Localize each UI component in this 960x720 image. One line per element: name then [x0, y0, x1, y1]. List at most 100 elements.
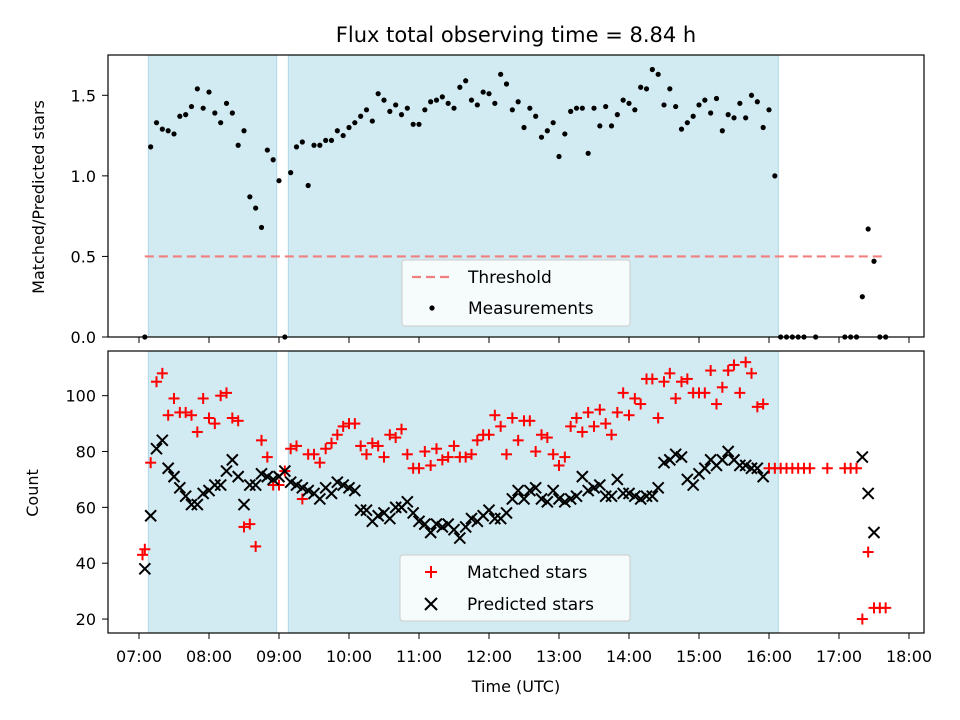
matched-star-point	[547, 448, 559, 460]
matched-star-point	[617, 387, 629, 399]
matched-star-point	[582, 406, 594, 418]
matched-star-point	[705, 365, 717, 377]
matched-star-point	[221, 387, 232, 399]
predicted-star-point	[354, 503, 367, 517]
measurement-point	[393, 102, 399, 108]
predicted-star-point	[313, 492, 327, 506]
measurement-point	[865, 226, 871, 232]
predicted-star-point	[138, 562, 152, 575]
predicted-star-point	[500, 506, 513, 520]
predicted-star-point	[756, 470, 770, 483]
matched-star-point	[652, 412, 664, 424]
measurement-point	[410, 121, 416, 127]
predicted-star-point	[570, 489, 583, 503]
x-tick-label: 07:00	[116, 647, 162, 666]
matched-star-point	[576, 426, 588, 438]
matched-star-point	[162, 409, 174, 421]
matched-star-point	[489, 409, 501, 421]
predicted-star-point	[144, 509, 157, 522]
measurement-point	[533, 113, 539, 119]
measurement-point	[241, 128, 247, 134]
measurement-point	[445, 100, 451, 106]
measurement-point	[678, 126, 685, 132]
predicted-star-point	[733, 459, 747, 472]
matched-star-point	[676, 376, 687, 388]
matched-star-point	[372, 440, 384, 452]
measurement-point	[871, 258, 877, 264]
matched-star-point	[681, 373, 693, 385]
matched-legend-label: Matched stars	[467, 563, 587, 583]
matched-star-point	[757, 398, 769, 410]
matched-star-point	[390, 432, 402, 444]
matched-star-point	[506, 412, 518, 424]
measurement-point	[538, 134, 545, 140]
measurement-point	[363, 107, 370, 113]
predicted-star-point	[511, 484, 525, 497]
measurement-point	[643, 86, 650, 92]
count-grid-ticks: 20 40 60 80 100	[65, 387, 910, 639]
measurement-point	[608, 123, 615, 129]
measurement-point	[352, 120, 358, 126]
measurement-point	[358, 113, 364, 119]
measurement-point	[223, 100, 230, 106]
matched-star-point	[384, 429, 396, 441]
predicted-star-point	[576, 470, 589, 483]
matched-star-point	[740, 356, 752, 368]
matched-star-point	[250, 540, 262, 552]
measurement-point	[503, 81, 510, 87]
predicted-star-point	[488, 512, 502, 525]
measurement-point	[177, 113, 183, 119]
matched-star-point	[436, 454, 448, 466]
count-panel: 20 40 60 80 100 Count Matched stars Predicte…	[23, 350, 932, 696]
matched-star-point	[139, 543, 151, 555]
matched-star-point	[536, 429, 547, 441]
measurement-point	[247, 194, 253, 200]
x-tick-label: 12:00	[466, 647, 512, 666]
matched-star-point	[851, 462, 862, 474]
matched-star-point	[256, 434, 267, 446]
predicted-star-point	[243, 478, 257, 492]
measurement-point	[667, 86, 673, 92]
measurement-point	[591, 105, 597, 111]
matched-star-point	[512, 434, 524, 446]
predicted-star-point	[698, 462, 712, 475]
matched-star-point	[261, 451, 273, 463]
predicted-legend-label: Predicted stars	[467, 595, 594, 615]
measurement-point	[655, 71, 661, 77]
measurement-point	[492, 100, 498, 106]
matched-legend-swatch	[425, 566, 437, 578]
measurement-point	[527, 105, 533, 111]
observing-period-band	[147, 54, 278, 338]
predicted-star-point	[529, 481, 542, 495]
measurement-point	[270, 157, 276, 163]
matched-star-point	[431, 443, 442, 455]
measurement-point	[515, 99, 521, 105]
matched-star-point	[524, 415, 536, 427]
measurement-point	[562, 131, 568, 137]
predicted-star-point	[167, 470, 181, 483]
matched-star-point	[215, 390, 227, 402]
x-tick-label: 18:00	[886, 647, 932, 666]
matched-star-point	[273, 479, 285, 491]
measurement-point	[305, 182, 311, 189]
matched-star-point	[238, 521, 250, 533]
predicted-star-point	[208, 478, 222, 492]
measurement-point	[725, 112, 731, 118]
matched-star-point	[483, 429, 495, 441]
matched-star-point	[623, 409, 635, 421]
measurement-point	[194, 86, 200, 92]
predicted-star-point	[325, 487, 338, 500]
measurement-point	[317, 142, 323, 148]
measurement-point	[719, 128, 725, 134]
measurement-point	[638, 84, 644, 90]
predicted-star-point	[716, 453, 729, 467]
count-y-tick-label: 100	[65, 387, 96, 406]
predicted-star-point	[611, 473, 624, 486]
matched-star-point	[495, 420, 507, 432]
x-tick-label: 10:00	[326, 647, 372, 666]
measurements-legend-label: Measurements	[468, 299, 594, 319]
measurement-point	[340, 132, 346, 139]
ratio-plot-frame	[107, 54, 925, 338]
x-tick-label: 17:00	[816, 647, 862, 666]
measurement-point	[218, 120, 224, 126]
